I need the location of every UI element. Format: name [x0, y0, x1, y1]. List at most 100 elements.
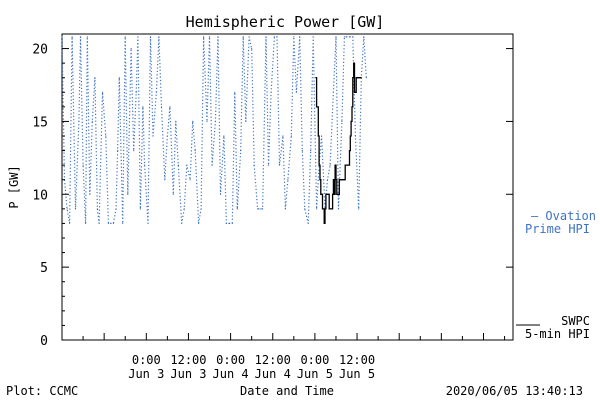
swpc-point: [343, 179, 345, 181]
ovation-point: [127, 193, 129, 195]
ovation-point: [284, 208, 286, 210]
swpc-point: [327, 193, 328, 195]
x-tick-label-date: Jun 3: [128, 367, 164, 381]
swpc-point: [319, 179, 321, 181]
ovation-point: [206, 120, 208, 122]
swpc-point: [323, 222, 325, 224]
ovation-point: [175, 120, 177, 122]
legend-ovation-line1: — Ovation: [531, 209, 596, 223]
ovation-point: [172, 193, 174, 195]
ovation-line: [61, 36, 367, 224]
ovation-point: [251, 48, 253, 50]
footer-plot-source: Plot: CCMC: [6, 384, 78, 398]
ovation-point: [110, 222, 112, 224]
ovation-point: [152, 135, 154, 137]
ovation-point: [332, 91, 334, 93]
ovation-point: [194, 150, 196, 152]
ovation-point: [107, 222, 109, 224]
ovation-point: [262, 208, 264, 210]
ovation-point: [352, 36, 354, 38]
ovation-point: [234, 91, 236, 93]
ovation-point: [66, 208, 68, 210]
x-tick-label-date: Jun 4: [213, 367, 249, 381]
ovation-point: [164, 179, 166, 181]
swpc-point: [320, 193, 322, 195]
ovation-point: [166, 135, 168, 137]
ovation-point: [74, 208, 77, 210]
ovation-point: [192, 120, 194, 122]
ovation-point: [245, 120, 247, 122]
ovation-point: [135, 91, 137, 93]
ovation-point: [214, 120, 216, 122]
ovation-point: [117, 150, 119, 152]
swpc-point: [355, 77, 357, 79]
ovation-point: [130, 48, 132, 50]
ovation-point: [231, 222, 233, 224]
ovation-point: [290, 135, 292, 137]
ovation-point: [228, 222, 230, 224]
swpc-point: [332, 193, 334, 195]
swpc-point: [322, 208, 324, 210]
ovation-point: [158, 36, 160, 38]
ovation-point: [115, 208, 117, 210]
ovation-point: [122, 222, 124, 224]
ovation-point: [240, 150, 242, 152]
swpc-point: [343, 179, 345, 181]
swpc-point: [357, 77, 359, 79]
ovation-point: [257, 208, 259, 210]
ovation-point: [316, 208, 318, 210]
ovation-point: [98, 222, 100, 224]
x-tick-label-time: 12:00: [339, 353, 375, 367]
swpc-point: [333, 193, 335, 195]
ovation-point: [312, 36, 314, 38]
ovation-point: [133, 150, 135, 152]
ovation-point: [358, 208, 360, 210]
ovation-point: [242, 36, 244, 38]
swpc-point: [335, 179, 337, 181]
ovation-point: [181, 222, 183, 224]
swpc-point: [344, 164, 346, 166]
ovation-point: [89, 193, 91, 195]
ovation-point: [265, 36, 267, 38]
swpc-point: [325, 193, 327, 195]
x-tick-label-time: 0:00: [300, 353, 329, 367]
ovation-point: [225, 222, 227, 224]
swpc-point: [347, 164, 349, 166]
swpc-5min-series: [315, 62, 362, 225]
ovation-point: [144, 164, 146, 166]
swpc-point: [352, 77, 354, 79]
ovation-point: [177, 164, 179, 166]
ovation-point: [101, 91, 104, 93]
ovation-point: [200, 208, 202, 210]
ovation-point: [85, 222, 87, 224]
swpc-point: [354, 91, 356, 93]
ovation-point: [142, 106, 144, 108]
swpc-point: [349, 135, 351, 137]
ovation-point: [295, 91, 297, 93]
swpc-point: [322, 208, 323, 210]
ovation-point: [346, 36, 348, 38]
swpc-point: [330, 208, 332, 210]
y-tick-label: 15: [32, 115, 48, 130]
ovation-point: [236, 208, 238, 210]
ovation-point: [282, 135, 284, 137]
ovation-point: [137, 36, 139, 38]
swpc-point: [316, 106, 318, 108]
ovation-point: [267, 164, 270, 166]
ovation-point: [69, 222, 71, 224]
ovation-point: [310, 150, 312, 152]
ovation-point: [94, 77, 96, 79]
swpc-point: [346, 164, 348, 166]
ovation-point: [304, 208, 306, 210]
footer-timestamp: 2020/06/05 13:40:13: [446, 384, 583, 398]
ovation-point: [139, 208, 141, 210]
swpc-point: [324, 208, 326, 210]
ovation-point: [219, 193, 222, 195]
ovation-point: [189, 179, 191, 181]
swpc-point: [348, 164, 350, 166]
ovation-point: [248, 36, 250, 38]
legend-swpc-line2: 5-min HPI: [525, 327, 590, 341]
swpc-point: [326, 193, 328, 195]
ovation-point: [223, 135, 225, 137]
swpc-point: [351, 106, 353, 108]
